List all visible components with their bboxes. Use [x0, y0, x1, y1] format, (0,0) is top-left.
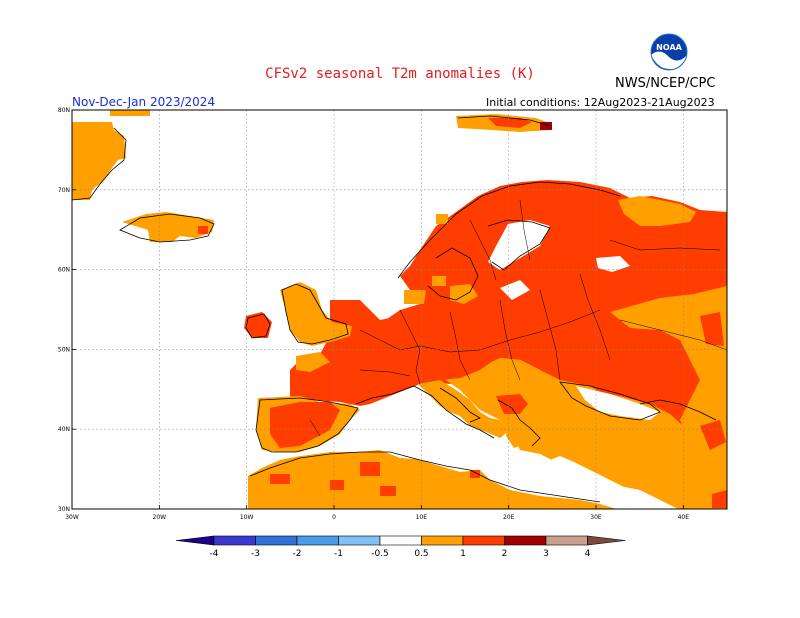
legend-tick-label: 1 — [460, 549, 466, 559]
legend-tick-label: 0.5 — [414, 549, 428, 559]
lon-tick-label: 10E — [416, 514, 428, 521]
legend-tick-label: -1 — [334, 549, 343, 559]
lat-tick-label: 50N — [58, 346, 70, 353]
noaa-logo-text: NOAA — [656, 43, 682, 52]
legend-tick-label: -2 — [293, 549, 302, 559]
noaa-logo: NOAA — [650, 33, 688, 71]
lat-tick-label: 80N — [58, 107, 70, 114]
lon-tick-label: 10W — [240, 514, 254, 521]
legend-swatch — [462, 535, 505, 546]
legend-swatch — [338, 535, 381, 546]
legend-tick-label: -0.5 — [371, 549, 389, 559]
lat-tick-label: 40N — [58, 426, 70, 433]
lon-tick-label: 40E — [678, 514, 690, 521]
lon-tick-label: 20W — [153, 514, 167, 521]
map-title: CFSv2 seasonal T2m anomalies (K) — [265, 66, 535, 82]
legend-swatch — [545, 535, 588, 546]
anomaly-fields — [72, 110, 727, 509]
lat-tick-label: 60N — [58, 267, 70, 274]
legend-tick-label: 2 — [502, 549, 508, 559]
legend-swatch — [296, 535, 339, 546]
map-ticks: 30W 20W 10W 0 10E 20E 30E 40E 30N 40N 50N 60N 70N 80N — [58, 107, 689, 521]
lat-tick-label: 70N — [58, 187, 70, 194]
legend-swatch — [255, 535, 298, 546]
borders — [309, 199, 728, 437]
legend-arrow-low — [175, 535, 215, 546]
map-frame — [71, 109, 728, 510]
legend-arrow-high — [587, 535, 626, 546]
lon-tick-label: 20E — [503, 514, 515, 521]
gridlines — [72, 110, 727, 509]
season-label: Nov-Dec-Jan 2023/2024 — [72, 95, 216, 109]
lon-tick-label: 30W — [65, 514, 79, 521]
organization-label: NWS/NCEP/CPC — [615, 76, 716, 91]
legend-tick-label: 3 — [543, 549, 549, 559]
lon-tick-label: 30E — [590, 514, 602, 521]
legend-swatch — [213, 535, 256, 546]
legend-swatch — [379, 535, 422, 546]
legend-tick-label: -4 — [210, 549, 219, 559]
coastlines — [71, 115, 717, 503]
legend-swatch — [421, 535, 464, 546]
legend-tick-label: 4 — [585, 549, 591, 559]
initial-conditions-label: Initial conditions: 12Aug2023-21Aug2023 — [486, 96, 715, 109]
lon-tick-label: 0 — [332, 514, 336, 521]
legend-tick-label: -3 — [251, 549, 260, 559]
legend-swatch — [504, 535, 547, 546]
lat-tick-label: 30N — [58, 506, 70, 513]
